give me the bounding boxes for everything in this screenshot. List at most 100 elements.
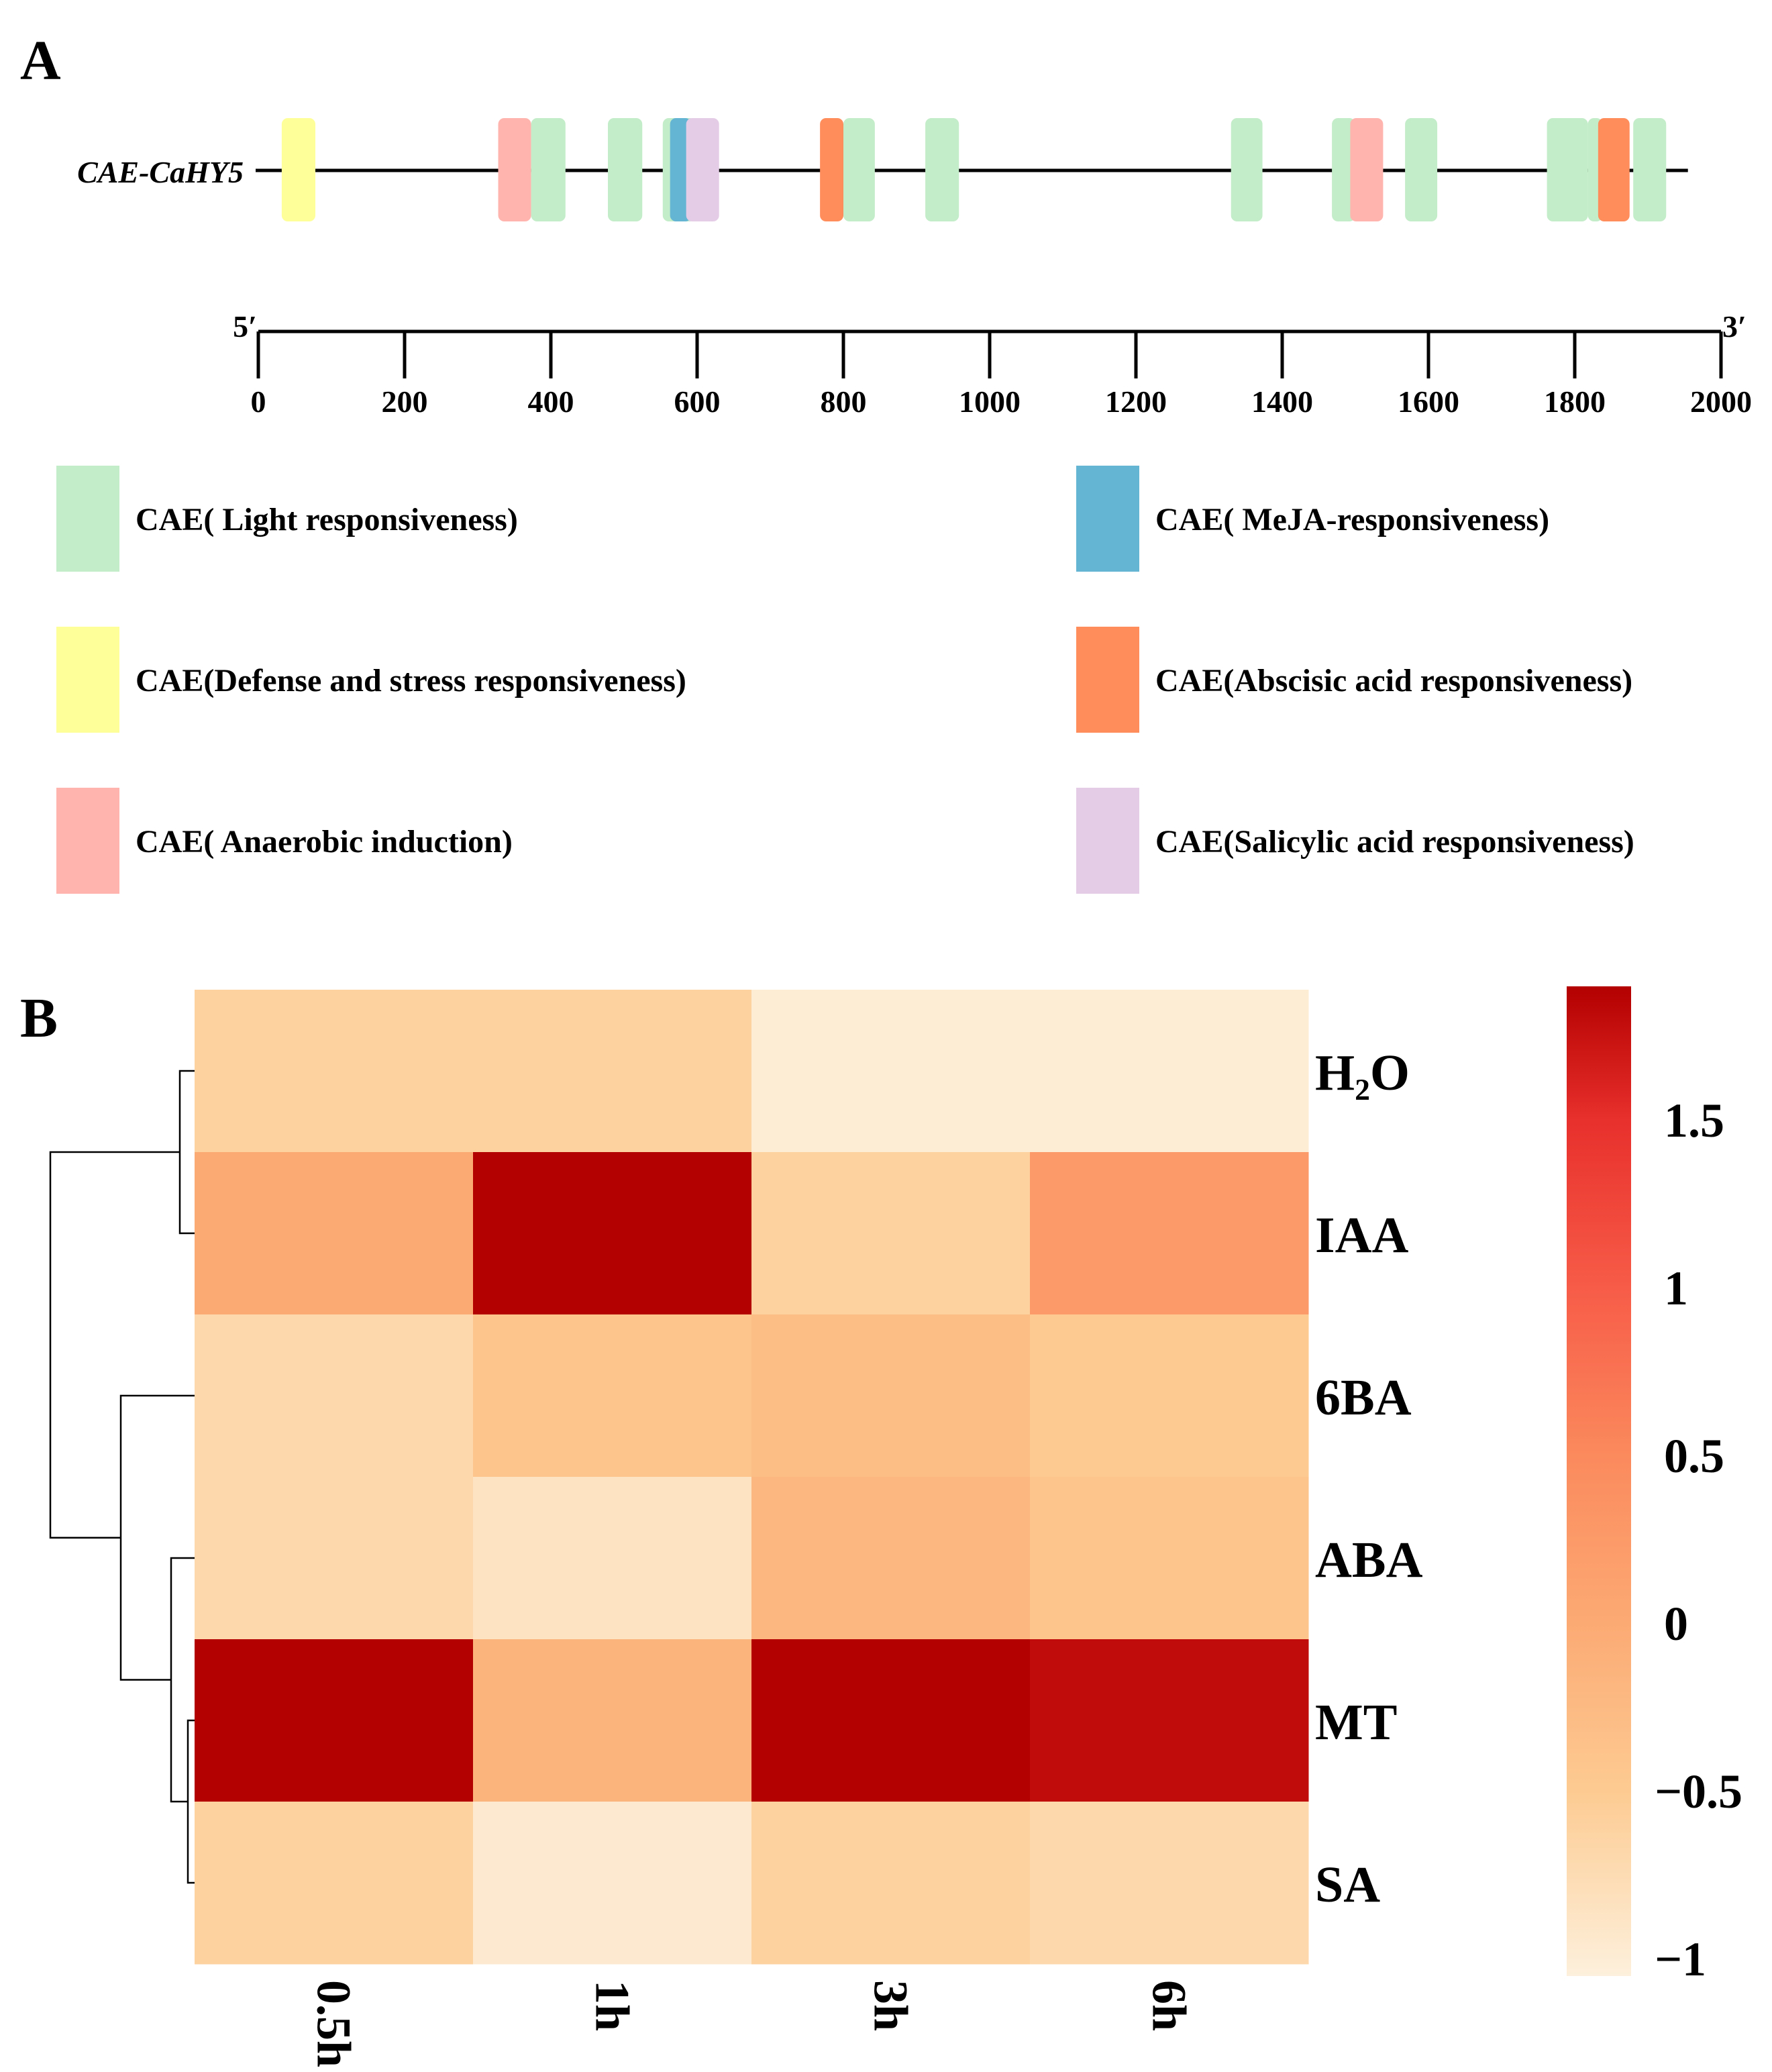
cis-element-light [531,118,566,221]
scale-tick-label: 0.5 [1664,1429,1724,1483]
panel-b-letter: B [20,987,58,1049]
panel-a-promoter-diagram: A CAE-CaHY5 0 200 400 600 800 1000 1200 1400 160… [20,30,1752,894]
axis-tick-label: 1600 [1398,384,1459,419]
row-label: H₂O [1315,1045,1410,1101]
cis-element-anaerobic [1350,118,1384,221]
heatmap-cell [751,990,1031,1153]
scale-tick-label: 1 [1664,1261,1688,1315]
heatmap-cell [751,1477,1031,1640]
row-dendrogram [49,1070,195,1884]
cis-element-light [608,118,643,221]
legend-swatch-meja [1076,466,1139,572]
legend-label-aba: CAE(Abscisic acid responsiveness) [1155,663,1632,698]
heatmap-cells [195,990,1309,1965]
row-label: MT [1315,1694,1397,1751]
column-label: 6h [1143,1980,1196,2031]
legend-swatch-sa [1076,788,1139,894]
column-label: 3h [864,1980,918,2031]
cis-element-light [1405,118,1438,221]
heatmap-cell [473,1802,752,1965]
axis-tick-label: 1000 [959,384,1021,419]
row-label: SA [1315,1857,1380,1913]
legend-swatch-aba [1076,627,1139,733]
heatmap-cell [195,1477,474,1640]
scale-tick-label: −0.5 [1655,1765,1742,1818]
heatmap-column-labels: 0.5h 1h 3h 6h [307,1980,1196,2067]
cis-element-light [843,118,875,221]
dendrogram-branch [119,1394,195,1681]
cis-element-aba [820,118,843,221]
three-prime-label: 3′ [1722,309,1747,344]
axis-tick-label: 1400 [1251,384,1313,419]
dendrogram-branch [170,1557,195,1803]
position-axis: 0 200 400 600 800 1000 1200 1400 1600 1800 2000 5′… [233,309,1752,419]
heatmap-cell [473,1314,752,1478]
axis-tick-label: 200 [382,384,428,419]
row-label: IAA [1315,1207,1408,1263]
legend-label-sa: CAE(Salicylic acid responsiveness) [1155,824,1634,860]
dendrogram-branch [178,1070,195,1235]
axis-tick-label: 0 [251,384,266,419]
row-label: ABA [1315,1532,1423,1588]
heatmap-cell [195,1152,474,1315]
axis-tick-label: 800 [821,384,867,419]
cis-element-meja [670,118,692,221]
legend-swatch-light [56,466,119,572]
cis-element-sa [686,118,719,221]
heatmap-cell [1030,1314,1309,1478]
heatmap-cell [1030,1152,1309,1315]
column-label: 0.5h [307,1980,361,2067]
heatmap-cell [473,1152,752,1315]
heatmap-cell [1030,1802,1309,1965]
cis-element-light [1633,118,1667,221]
heatmap-cell [751,1314,1031,1478]
axis-tick-label: 400 [528,384,574,419]
legend-swatch-anaerobic [56,788,119,894]
cis-element-legend: CAE( Light responsiveness) CAE(Defense an… [56,466,1634,894]
axis-tick-label: 2000 [1690,384,1752,419]
axis-tick-label: 600 [674,384,721,419]
cis-element-light [1547,118,1588,221]
heatmap-cell [473,1639,752,1802]
cis-element-light [1231,118,1263,221]
heatmap-cell [473,990,752,1153]
cis-element-boxes [281,118,1667,221]
dendrogram-branch [49,1151,180,1539]
row-label: 6BA [1315,1369,1412,1426]
scale-tick-label: 0 [1664,1597,1688,1651]
cis-element-anaerobic [498,118,531,221]
legend-swatch-defense [56,627,119,733]
heatmap-cell [1030,1639,1309,1802]
heatmap-cell [751,1639,1031,1802]
heatmap-cell [1030,990,1309,1153]
heatmap-cell [195,990,474,1153]
heatmap-cell [195,1639,474,1802]
legend-label-meja: CAE( MeJA-responsiveness) [1155,502,1549,537]
column-label: 1h [586,1980,639,2031]
legend-label-light: CAE( Light responsiveness) [136,502,518,537]
cis-element-defense [281,118,316,221]
scale-tick-label: 1.5 [1664,1094,1724,1147]
heatmap-cell [195,1314,474,1478]
cis-element-aba [1598,118,1630,221]
heatmap-cell [751,1152,1031,1315]
panel-a-letter: A [20,30,61,92]
legend-label-defense: CAE(Defense and stress responsiveness) [136,663,686,698]
color-scale-tick-labels: −1 −0.5 0 0.5 1 1.5 [1655,1094,1742,1986]
cis-element-light [1332,118,1355,221]
heatmap-cell [751,1802,1031,1965]
heatmap-cell [195,1802,474,1965]
heatmap-cell [1030,1477,1309,1640]
panel-b-heatmap: B H₂O IAA 6BA ABA MT SA 0.5h 1h 3h 6h −1 −0.5 0 0.5… [20,986,1742,2067]
position-axis-ticks: 0 200 400 600 800 1000 1200 1400 1600 1800 2000 [251,331,1752,419]
axis-tick-label: 1800 [1544,384,1606,419]
gene-name-label: CAE-CaHY5 [77,155,244,189]
five-prime-label: 5′ [233,309,257,344]
heatmap-row-labels: H₂O IAA 6BA ABA MT SA [1315,1045,1423,1913]
color-scale-bar [1567,986,1631,1976]
scale-tick-label: −1 [1655,1932,1706,1986]
cis-element-light [925,118,959,221]
dendrogram-branch [187,1719,195,1884]
legend-label-anaerobic: CAE( Anaerobic induction) [136,824,513,860]
